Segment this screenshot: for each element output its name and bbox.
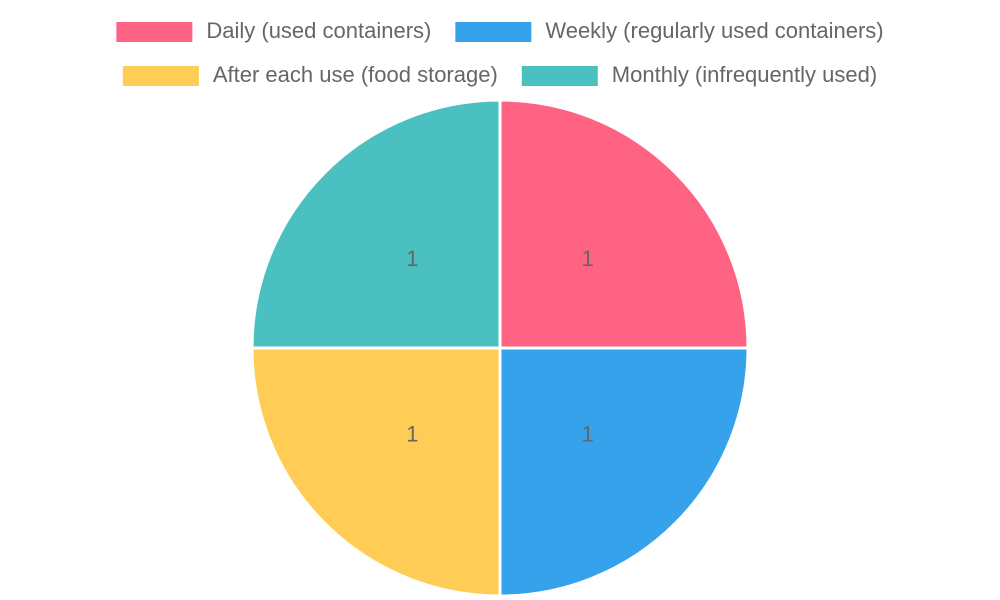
data-label: 1 bbox=[406, 246, 418, 271]
pie-slice bbox=[250, 98, 502, 350]
legend-label: Daily (used containers) bbox=[206, 18, 431, 43]
legend-label: Monthly (infrequently used) bbox=[612, 62, 877, 87]
data-label: 1 bbox=[582, 246, 594, 271]
pie-slice bbox=[498, 98, 750, 350]
pie-slice bbox=[498, 346, 750, 598]
legend-label: Weekly (regularly used containers) bbox=[545, 18, 883, 43]
legend-item: Monthly (infrequently used) bbox=[521, 62, 877, 87]
legend-label: After each use (food storage) bbox=[213, 62, 498, 87]
legend-item: After each use (food storage) bbox=[122, 62, 498, 87]
pie-slice bbox=[250, 346, 502, 598]
legend-item: Daily (used containers) bbox=[116, 18, 431, 43]
legend-swatch bbox=[122, 66, 199, 86]
data-label: 1 bbox=[406, 421, 418, 446]
legend-swatch bbox=[116, 22, 193, 42]
legend-swatch bbox=[455, 22, 532, 42]
data-label: 1 bbox=[582, 421, 594, 446]
legend-swatch bbox=[521, 66, 598, 86]
legend-item: Weekly (regularly used containers) bbox=[455, 18, 884, 43]
